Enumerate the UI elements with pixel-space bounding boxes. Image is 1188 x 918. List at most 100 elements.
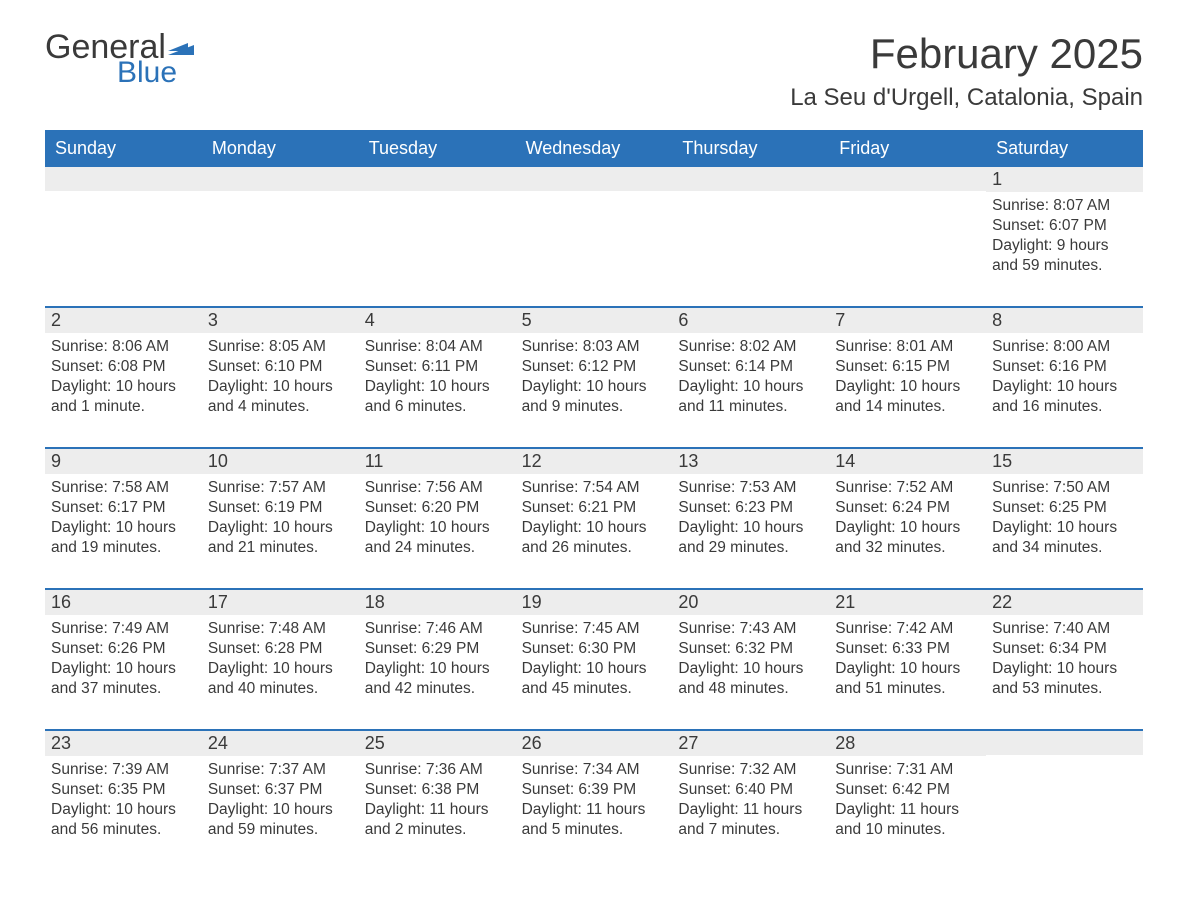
daylight-text: Daylight: 10 hours and 56 minutes. [51,800,189,840]
cell-body: Sunrise: 7:56 AMSunset: 6:20 PMDaylight:… [359,474,509,562]
sunrise-text: Sunrise: 8:04 AM [365,337,503,357]
calendar-cell: 14Sunrise: 7:52 AMSunset: 6:24 PMDayligh… [829,449,986,562]
daylight-text: Daylight: 10 hours and 16 minutes. [992,377,1130,417]
day-number: 3 [202,308,359,333]
logo-text-blue: Blue [117,58,194,88]
cell-body: Sunrise: 7:45 AMSunset: 6:30 PMDaylight:… [516,615,666,703]
daylight-text: Daylight: 10 hours and 11 minutes. [678,377,816,417]
daylight-text: Daylight: 10 hours and 40 minutes. [208,659,346,699]
cell-body: Sunrise: 7:40 AMSunset: 6:34 PMDaylight:… [986,615,1136,703]
cell-body: Sunrise: 7:57 AMSunset: 6:19 PMDaylight:… [202,474,352,562]
sunrise-text: Sunrise: 8:03 AM [522,337,660,357]
cell-body: Sunrise: 7:54 AMSunset: 6:21 PMDaylight:… [516,474,666,562]
calendar-cell: 12Sunrise: 7:54 AMSunset: 6:21 PMDayligh… [516,449,673,562]
calendar-cell: 7Sunrise: 8:01 AMSunset: 6:15 PMDaylight… [829,308,986,421]
day-name: Sunday [45,130,202,167]
day-number: 4 [359,308,516,333]
day-number [986,731,1143,755]
day-number: 19 [516,590,673,615]
calendar-cell: 25Sunrise: 7:36 AMSunset: 6:38 PMDayligh… [359,731,516,844]
day-number: 6 [672,308,829,333]
cell-body: Sunrise: 7:34 AMSunset: 6:39 PMDaylight:… [516,756,666,844]
sunrise-text: Sunrise: 8:07 AM [992,196,1130,216]
day-number: 14 [829,449,986,474]
calendar-cell: 2Sunrise: 8:06 AMSunset: 6:08 PMDaylight… [45,308,202,421]
day-number: 17 [202,590,359,615]
day-number: 16 [45,590,202,615]
sunrise-text: Sunrise: 7:36 AM [365,760,503,780]
daylight-text: Daylight: 10 hours and 24 minutes. [365,518,503,558]
flag-icon [168,37,194,57]
calendar-cell [672,167,829,280]
calendar-cell [829,167,986,280]
sunrise-text: Sunrise: 7:53 AM [678,478,816,498]
cell-body: Sunrise: 7:39 AMSunset: 6:35 PMDaylight:… [45,756,195,844]
day-number: 9 [45,449,202,474]
sunset-text: Sunset: 6:08 PM [51,357,189,377]
sunrise-text: Sunrise: 7:58 AM [51,478,189,498]
calendar-cell: 16Sunrise: 7:49 AMSunset: 6:26 PMDayligh… [45,590,202,703]
calendar-cell: 22Sunrise: 7:40 AMSunset: 6:34 PMDayligh… [986,590,1143,703]
sunrise-text: Sunrise: 7:56 AM [365,478,503,498]
day-number: 11 [359,449,516,474]
day-header-row: Sunday Monday Tuesday Wednesday Thursday… [45,130,1143,167]
calendar-cell [359,167,516,280]
day-number: 27 [672,731,829,756]
sunset-text: Sunset: 6:30 PM [522,639,660,659]
cell-body [829,191,979,279]
calendar-cell: 28Sunrise: 7:31 AMSunset: 6:42 PMDayligh… [829,731,986,844]
calendar-cell [45,167,202,280]
day-number: 18 [359,590,516,615]
calendar-cell: 23Sunrise: 7:39 AMSunset: 6:35 PMDayligh… [45,731,202,844]
calendar-week: 2Sunrise: 8:06 AMSunset: 6:08 PMDaylight… [45,306,1143,421]
sunrise-text: Sunrise: 7:45 AM [522,619,660,639]
calendar-week: 1Sunrise: 8:07 AMSunset: 6:07 PMDaylight… [45,167,1143,280]
day-number: 22 [986,590,1143,615]
day-number [672,167,829,191]
sunset-text: Sunset: 6:15 PM [835,357,973,377]
sunset-text: Sunset: 6:14 PM [678,357,816,377]
sunset-text: Sunset: 6:11 PM [365,357,503,377]
calendar: Sunday Monday Tuesday Wednesday Thursday… [45,130,1143,844]
cell-body [986,755,1136,843]
day-number: 5 [516,308,673,333]
sunset-text: Sunset: 6:29 PM [365,639,503,659]
day-number [202,167,359,191]
day-number: 20 [672,590,829,615]
sunset-text: Sunset: 6:40 PM [678,780,816,800]
sunset-text: Sunset: 6:20 PM [365,498,503,518]
daylight-text: Daylight: 10 hours and 6 minutes. [365,377,503,417]
day-number [45,167,202,191]
calendar-cell: 4Sunrise: 8:04 AMSunset: 6:11 PMDaylight… [359,308,516,421]
calendar-cell: 3Sunrise: 8:05 AMSunset: 6:10 PMDaylight… [202,308,359,421]
calendar-week: 23Sunrise: 7:39 AMSunset: 6:35 PMDayligh… [45,729,1143,844]
sunset-text: Sunset: 6:32 PM [678,639,816,659]
day-number: 24 [202,731,359,756]
weeks-container: 1Sunrise: 8:07 AMSunset: 6:07 PMDaylight… [45,167,1143,844]
cell-body: Sunrise: 8:04 AMSunset: 6:11 PMDaylight:… [359,333,509,421]
cell-body: Sunrise: 7:46 AMSunset: 6:29 PMDaylight:… [359,615,509,703]
cell-body: Sunrise: 7:37 AMSunset: 6:37 PMDaylight:… [202,756,352,844]
month-title: February 2025 [790,30,1143,78]
sunrise-text: Sunrise: 8:05 AM [208,337,346,357]
cell-body: Sunrise: 8:02 AMSunset: 6:14 PMDaylight:… [672,333,822,421]
calendar-cell: 15Sunrise: 7:50 AMSunset: 6:25 PMDayligh… [986,449,1143,562]
cell-body: Sunrise: 7:53 AMSunset: 6:23 PMDaylight:… [672,474,822,562]
calendar-cell: 27Sunrise: 7:32 AMSunset: 6:40 PMDayligh… [672,731,829,844]
calendar-cell: 18Sunrise: 7:46 AMSunset: 6:29 PMDayligh… [359,590,516,703]
daylight-text: Daylight: 10 hours and 59 minutes. [208,800,346,840]
sunrise-text: Sunrise: 7:43 AM [678,619,816,639]
sunrise-text: Sunrise: 7:52 AM [835,478,973,498]
cell-body [672,191,822,279]
calendar-cell: 26Sunrise: 7:34 AMSunset: 6:39 PMDayligh… [516,731,673,844]
sunrise-text: Sunrise: 8:00 AM [992,337,1130,357]
daylight-text: Daylight: 11 hours and 7 minutes. [678,800,816,840]
calendar-cell: 8Sunrise: 8:00 AMSunset: 6:16 PMDaylight… [986,308,1143,421]
daylight-text: Daylight: 10 hours and 48 minutes. [678,659,816,699]
location-subtitle: La Seu d'Urgell, Catalonia, Spain [790,84,1143,112]
cell-body: Sunrise: 7:31 AMSunset: 6:42 PMDaylight:… [829,756,979,844]
sunset-text: Sunset: 6:35 PM [51,780,189,800]
cell-body: Sunrise: 8:01 AMSunset: 6:15 PMDaylight:… [829,333,979,421]
calendar-cell: 1Sunrise: 8:07 AMSunset: 6:07 PMDaylight… [986,167,1143,280]
cell-body: Sunrise: 7:43 AMSunset: 6:32 PMDaylight:… [672,615,822,703]
